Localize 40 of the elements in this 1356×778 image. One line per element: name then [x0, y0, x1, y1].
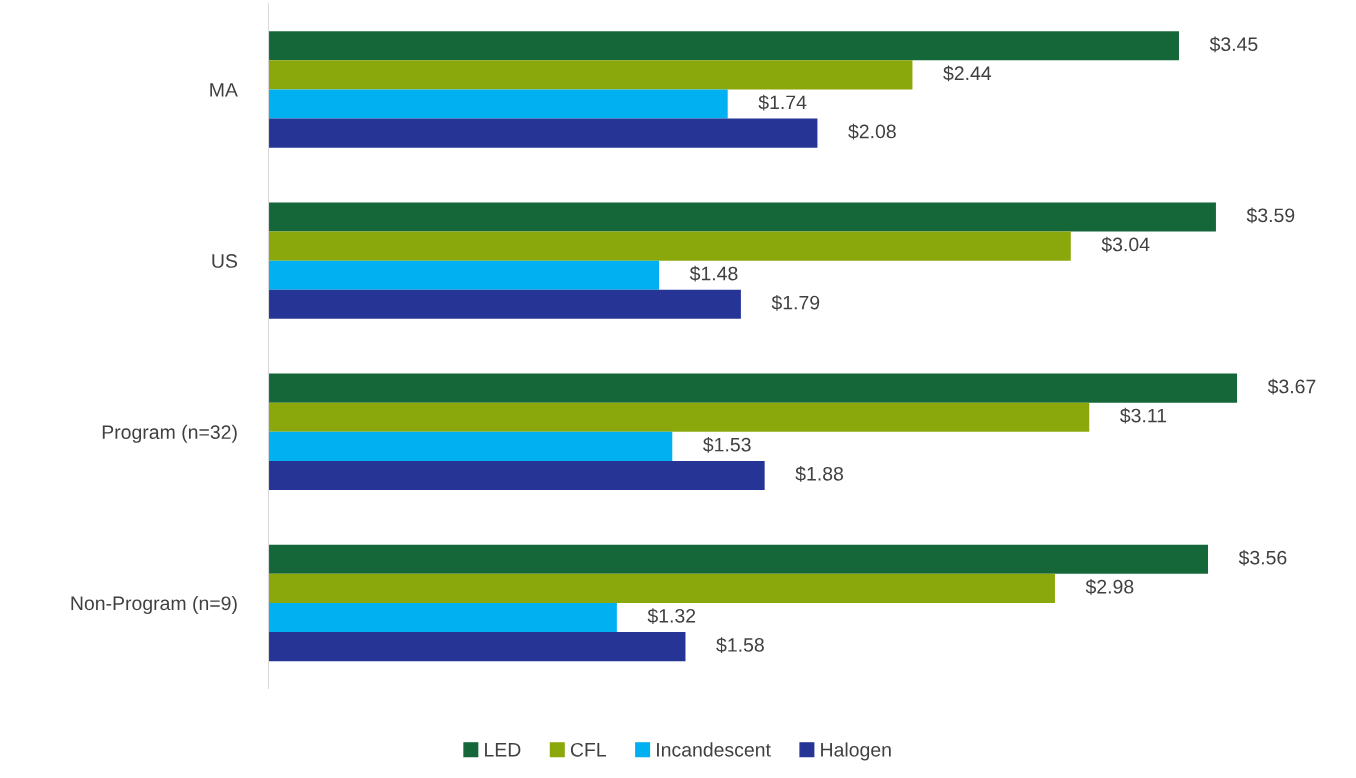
- data-label: $1.32: [647, 608, 696, 624]
- bar: [268, 431, 673, 461]
- bar: [268, 573, 1055, 603]
- bar: [268, 260, 660, 290]
- bar: [268, 202, 1216, 232]
- bar: [268, 544, 1209, 574]
- bar: [268, 289, 741, 319]
- bar: [268, 31, 1179, 61]
- data-label: $3.56: [1238, 549, 1287, 566]
- data-label: $1.79: [771, 294, 820, 311]
- data-label: $2.98: [1085, 579, 1134, 595]
- y-tick-label: Program (n=32): [102, 424, 237, 443]
- legend-label: CFL: [570, 742, 607, 757]
- bar: [268, 602, 617, 633]
- data-label: $3.67: [1267, 378, 1316, 395]
- data-label: $1.48: [689, 265, 738, 282]
- legend-label: Halogen: [821, 742, 891, 761]
- data-label: $1.58: [716, 637, 764, 653]
- bar: [268, 118, 818, 148]
- bar: [268, 402, 1090, 432]
- bar: [268, 373, 1238, 403]
- legend-label: Incandescent: [657, 742, 771, 757]
- bar: [268, 460, 765, 490]
- data-label: $3.59: [1246, 207, 1295, 224]
- data-label: $1.88: [795, 466, 844, 482]
- data-label: $1.53: [703, 436, 751, 453]
- bar: [268, 60, 913, 90]
- data-label: $3.04: [1101, 236, 1150, 253]
- bar: [268, 231, 1071, 261]
- y-tick-label: US: [212, 254, 238, 268]
- data-label: $3.45: [1209, 36, 1258, 53]
- data-label: $1.74: [758, 94, 807, 111]
- y-tick-label: Non-Program (n=9): [71, 595, 237, 615]
- data-label: $2.44: [943, 65, 992, 82]
- legend-label: LED: [485, 743, 521, 757]
- data-label: $2.08: [848, 123, 896, 140]
- bar: [268, 632, 686, 662]
- data-label: $3.11: [1120, 407, 1167, 424]
- y-tick-label: MA: [210, 83, 238, 97]
- bar: [268, 89, 728, 119]
